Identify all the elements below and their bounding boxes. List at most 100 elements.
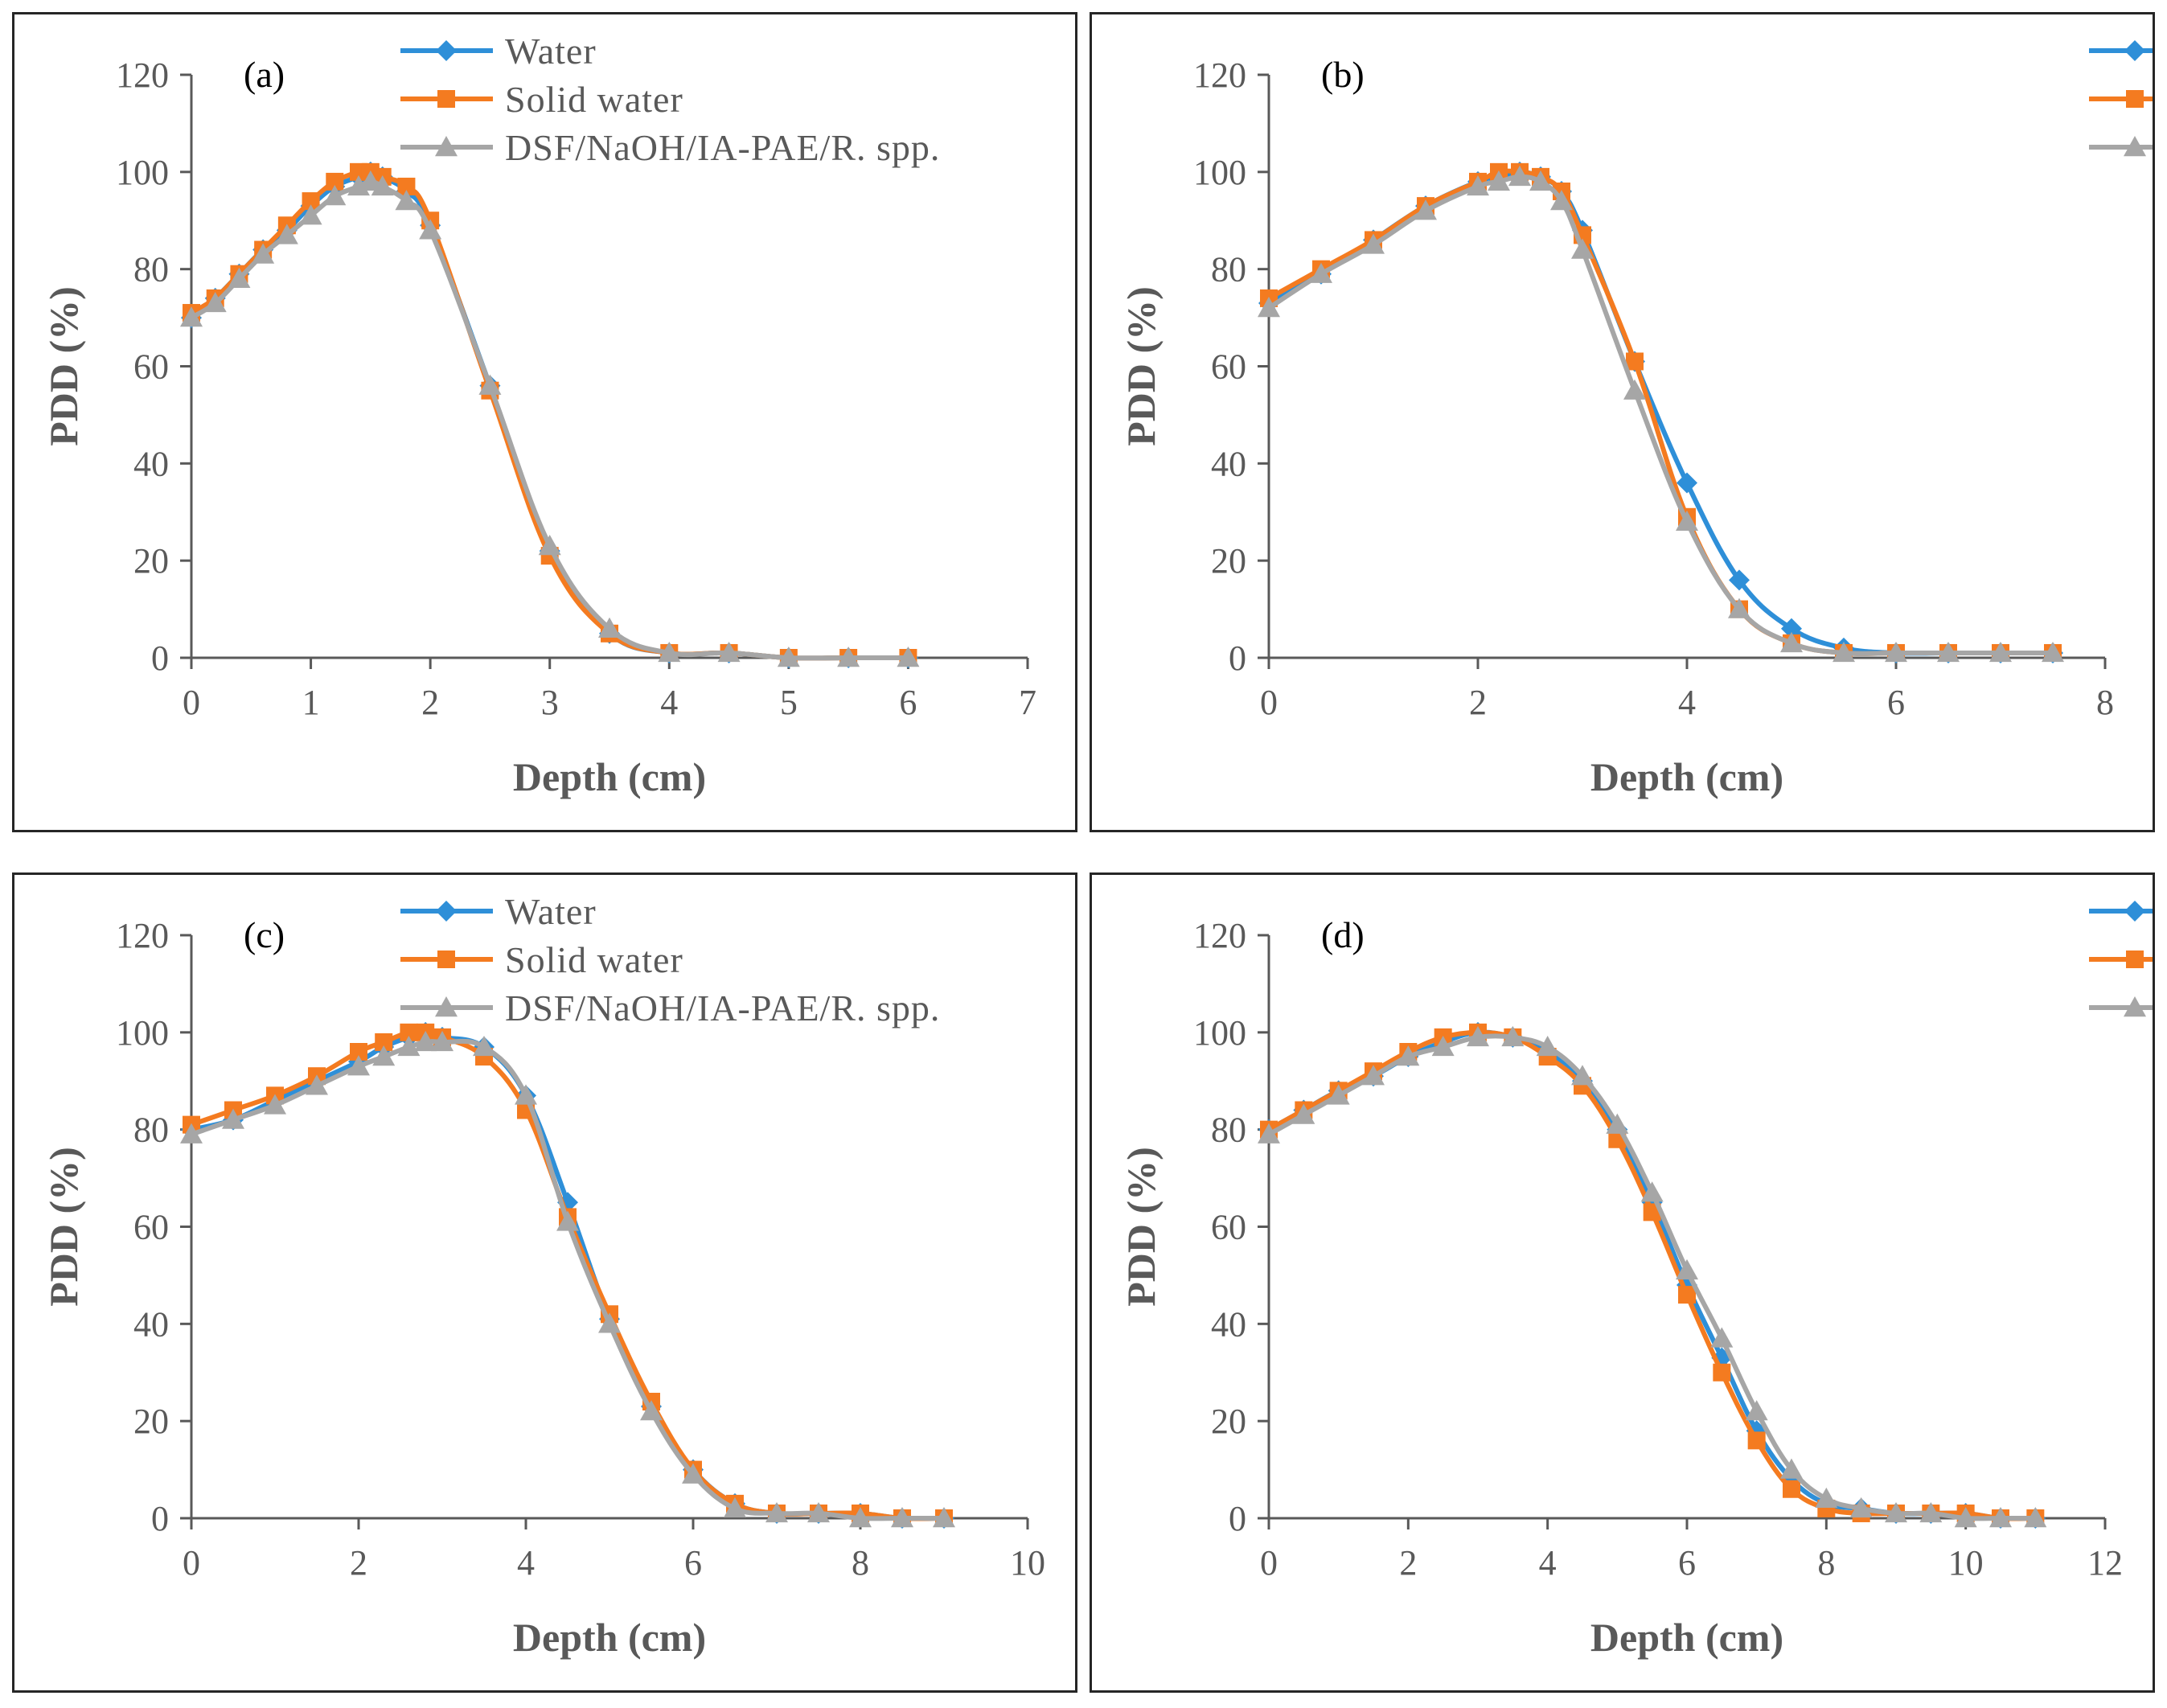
data-point xyxy=(252,243,275,264)
data-point xyxy=(1677,472,1697,494)
data-point xyxy=(1780,631,1803,653)
data-point xyxy=(375,1033,393,1051)
y-tick-label: 40 xyxy=(133,1304,169,1344)
data-point xyxy=(431,1030,454,1052)
data-point xyxy=(1606,1113,1629,1134)
data-point xyxy=(1728,597,1750,618)
series-line xyxy=(190,168,909,661)
data-point xyxy=(717,641,741,663)
series-line xyxy=(191,1038,944,1521)
series-solid-water xyxy=(1260,1023,2045,1527)
series-dsf xyxy=(180,170,920,667)
data-point xyxy=(1676,510,1698,532)
legend-marker xyxy=(436,40,457,61)
panel-label: (c) xyxy=(244,914,285,955)
series-solid-water xyxy=(183,1023,953,1527)
data-point xyxy=(414,1030,437,1052)
y-tick-label: 40 xyxy=(1211,1304,1246,1344)
y-tick-label: 120 xyxy=(1193,55,1246,95)
legend-marker xyxy=(2124,901,2145,922)
data-point xyxy=(1327,1084,1350,1105)
series-line xyxy=(191,1028,945,1521)
data-point xyxy=(395,190,418,211)
series-dsf xyxy=(1258,1025,2047,1528)
data-point xyxy=(1676,1258,1698,1280)
y-tick-label: 20 xyxy=(1211,541,1246,581)
chart-panel-a: 0 20 40 60 80 100 120 0 1 2 3 4 5 6 7 Depth (cm) PDD (%)… xyxy=(12,12,1077,832)
data-point xyxy=(1989,1507,2012,1528)
data-point xyxy=(323,185,347,206)
y-tick-label: 40 xyxy=(1211,444,1246,483)
data-point xyxy=(1550,190,1573,211)
data-point xyxy=(1815,1487,1838,1509)
data-point xyxy=(1310,262,1332,283)
panel-label: (b) xyxy=(1321,54,1365,95)
data-point xyxy=(933,1507,955,1528)
series-line xyxy=(191,1029,945,1521)
data-point xyxy=(807,1501,830,1523)
chart-panel-d: 0 20 40 60 80 100 120 0 2 4 6 8 10 12 Depth (cm) PDD (%… xyxy=(1090,872,2155,1693)
x-axis-label: Depth (cm) xyxy=(513,754,706,799)
data-point xyxy=(1488,170,1510,191)
y-tick-label: 20 xyxy=(133,1402,169,1441)
y-tick-label: 0 xyxy=(151,1499,169,1538)
series-line xyxy=(1267,1033,2036,1521)
data-point xyxy=(1745,1400,1768,1421)
data-point xyxy=(372,1045,396,1066)
x-tick-label: 6 xyxy=(1678,1543,1696,1583)
data-point xyxy=(1780,1458,1803,1479)
legend-marker xyxy=(437,950,455,968)
data-point xyxy=(1640,1181,1664,1202)
pdd-chart-d: 0 20 40 60 80 100 120 0 2 4 6 8 10 12 Depth (cm) PDD (%… xyxy=(1118,901,2153,1660)
x-tick-label: 2 xyxy=(1469,683,1487,722)
y-axis-label: PDD (%) xyxy=(41,286,86,446)
x-tick-label: 1 xyxy=(302,683,320,722)
data-point xyxy=(1781,618,1802,639)
series-dsf xyxy=(180,1030,955,1528)
x-tick-label: 4 xyxy=(517,1543,535,1583)
data-point xyxy=(1508,165,1531,187)
data-point xyxy=(1783,1480,1800,1498)
legend-marker xyxy=(435,136,458,157)
data-point xyxy=(350,1043,367,1061)
data-point xyxy=(1678,1286,1696,1304)
data-point xyxy=(1623,379,1646,400)
data-point xyxy=(1258,297,1280,318)
x-tick-label: 0 xyxy=(1260,683,1278,722)
legend-marker xyxy=(436,901,457,922)
series-line xyxy=(1267,174,2053,656)
data-point xyxy=(658,641,681,663)
data-point xyxy=(724,1497,746,1518)
x-tick-label: 4 xyxy=(660,683,678,722)
data-point xyxy=(1989,641,2012,663)
data-point xyxy=(299,204,322,225)
pdd-chart-b: 0 20 40 60 80 100 120 0 2 4 6 8 Depth (cm) PDD (%) (b)… xyxy=(1118,40,2153,799)
x-axis-label: Depth (cm) xyxy=(1590,754,1783,799)
data-point xyxy=(1397,1045,1420,1066)
legend-label: Solid water xyxy=(505,79,683,120)
x-tick-label: 0 xyxy=(1260,1543,1278,1583)
data-point xyxy=(1571,238,1594,259)
data-point xyxy=(180,306,203,327)
data-point xyxy=(359,170,382,191)
y-axis-label: PDD (%) xyxy=(1118,286,1164,446)
data-point xyxy=(1954,1507,1977,1528)
x-tick-label: 8 xyxy=(852,1543,869,1583)
legend-marker xyxy=(2124,136,2146,157)
data-point xyxy=(1431,1035,1455,1057)
data-point xyxy=(222,1108,244,1129)
series-line xyxy=(1267,168,2053,656)
series-line xyxy=(190,179,909,661)
data-point xyxy=(765,1501,788,1523)
data-point xyxy=(1467,1025,1489,1047)
x-axis-label: Depth (cm) xyxy=(513,1615,706,1660)
x-tick-label: 3 xyxy=(541,683,559,722)
data-point xyxy=(347,1055,370,1076)
data-point xyxy=(326,172,344,191)
x-tick-label: 4 xyxy=(1539,1543,1557,1583)
y-axis-label: PDD (%) xyxy=(41,1147,86,1307)
data-point xyxy=(1919,1501,1943,1523)
legend-label: DSF/NaOH/IA-PAE/R. spp. xyxy=(505,127,940,168)
data-point xyxy=(400,1023,418,1041)
